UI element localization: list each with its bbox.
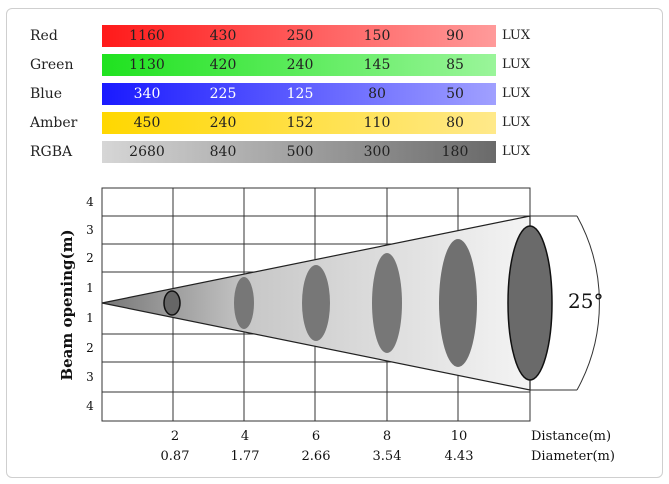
lux-value: 1160	[129, 28, 165, 44]
distance-value: 2	[171, 429, 179, 444]
row-label: Green	[30, 57, 74, 73]
lux-value: 152	[286, 115, 314, 131]
beam-angle-arc	[576, 215, 600, 391]
y-tick-label: 3	[86, 370, 94, 384]
lux-value: 80	[368, 86, 386, 102]
unit-label: LUX	[502, 144, 531, 159]
distance-axis-label: Distance(m)	[531, 429, 611, 444]
lux-value: 225	[209, 86, 237, 102]
lux-value: 840	[209, 144, 237, 160]
lux-value: 80	[446, 115, 464, 131]
lux-value: 85	[446, 57, 464, 73]
lux-value: 110	[363, 115, 391, 131]
distance-value: 4	[241, 429, 249, 444]
lux-value: 250	[286, 28, 314, 44]
diameter-value: 4.43	[445, 449, 474, 464]
lux-row-green: Green 1130 420 240 145 85 LUX	[30, 53, 550, 77]
lux-value: 240	[286, 57, 314, 73]
lux-value: 1130	[129, 57, 165, 73]
lux-value: 450	[133, 115, 161, 131]
lux-row-red: Red 1160 430 250 150 90 LUX	[30, 24, 550, 48]
lux-row-blue: Blue 340 225 125 80 50 LUX	[30, 82, 550, 106]
beam-spot	[372, 253, 402, 353]
color-bar: 2680 840 500 300 180	[102, 141, 496, 163]
distance-value: 6	[312, 429, 320, 444]
distance-value: 10	[451, 429, 468, 444]
diameter-value: 3.54	[373, 449, 402, 464]
lux-value: 150	[363, 28, 391, 44]
lux-value: 90	[446, 28, 464, 44]
beam-spot	[234, 277, 254, 329]
x-labels: 2 4 6 8 10 0.87 1.77 2.66 3.54 4.43	[161, 429, 474, 464]
lux-value: 125	[286, 86, 314, 102]
row-label: RGBA	[30, 144, 73, 160]
lux-value: 240	[209, 115, 237, 131]
lux-row-amber: Amber 450 240 152 110 80 LUX	[30, 111, 550, 135]
y-tick-label: 4	[86, 399, 94, 413]
lux-value: 50	[446, 86, 464, 102]
y-tick-label: 3	[86, 223, 94, 237]
diameter-value: 0.87	[161, 449, 190, 464]
row-label: Blue	[30, 86, 63, 102]
lux-value: 340	[133, 86, 161, 102]
unit-label: LUX	[502, 115, 531, 130]
lux-value: 300	[363, 144, 391, 160]
diameter-value: 2.66	[302, 449, 331, 464]
y-tick-label: 1	[86, 281, 94, 295]
unit-label: LUX	[502, 86, 531, 101]
y-tick-label: 1	[86, 311, 94, 325]
color-bar: 450 240 152 110 80	[102, 112, 496, 134]
distance-value: 8	[383, 429, 391, 444]
beam-spot	[163, 290, 181, 316]
color-bar: 1160 430 250 150 90	[102, 25, 496, 47]
y-tick-label: 4	[86, 195, 94, 209]
unit-label: LUX	[502, 57, 531, 72]
y-axis-label: Beam opening(m)	[58, 229, 76, 380]
beam-spot	[302, 265, 330, 341]
color-bar: 1130 420 240 145 85	[102, 54, 496, 76]
diameter-axis-label: Diameter(m)	[531, 449, 615, 464]
lux-value: 500	[286, 144, 314, 160]
diameter-value: 1.77	[231, 449, 260, 464]
row-label: Amber	[30, 115, 78, 131]
lux-row-rgba: RGBA 2680 840 500 300 180 LUX	[30, 140, 550, 164]
unit-label: LUX	[502, 28, 531, 43]
lux-value: 180	[441, 144, 469, 160]
lux-value: 2680	[129, 144, 165, 160]
y-ticks: 4 3 2 1 1 2 3 4	[86, 195, 94, 413]
lux-value: 430	[209, 28, 237, 44]
lux-value: 420	[209, 57, 237, 73]
y-tick-label: 2	[86, 341, 94, 355]
angle-label: 25°	[568, 289, 603, 313]
y-tick-label: 2	[86, 251, 94, 265]
beam-spot	[507, 225, 553, 381]
row-label: Red	[30, 28, 58, 44]
beam-spot	[439, 239, 477, 367]
color-bar: 340 225 125 80 50	[102, 83, 496, 105]
lux-value: 145	[363, 57, 391, 73]
